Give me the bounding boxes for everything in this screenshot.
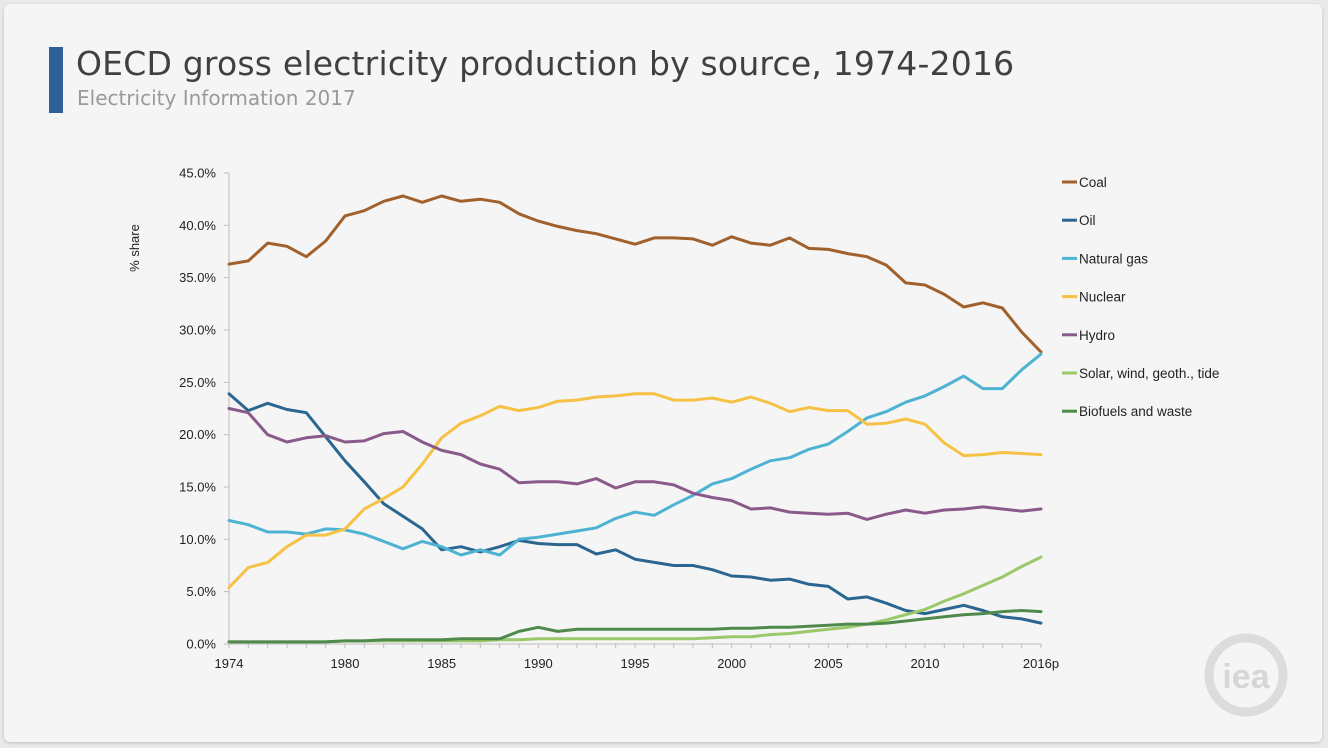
- series-line-nuclear: [227, 392, 1043, 589]
- legend-item: Oil: [1062, 213, 1096, 228]
- y-tick-label: 35.0%: [179, 270, 216, 285]
- legend-label: Hydro: [1079, 328, 1115, 343]
- series-line-coal: [227, 194, 1043, 354]
- legend-label: Solar, wind, geoth., tide: [1079, 366, 1219, 381]
- y-tick-label: 45.0%: [179, 166, 216, 181]
- y-tick-label: 5.0%: [186, 584, 216, 599]
- y-axis-label: % share: [127, 224, 142, 272]
- chart-card: OECD gross electricity production by sou…: [4, 4, 1322, 742]
- x-tick-label: 2016p: [1023, 656, 1059, 671]
- x-tick-label: 2010: [911, 656, 940, 671]
- chart-title: OECD gross electricity production by sou…: [76, 44, 1015, 83]
- series-line-natural-gas: [227, 352, 1043, 557]
- legend-label: Oil: [1079, 213, 1096, 228]
- chart-legend: Coal Oil Natural gas Nuclear Hydro Solar, win…: [1062, 175, 1219, 419]
- y-tick-label: 10.0%: [179, 532, 216, 547]
- x-tick-label: 1995: [621, 656, 650, 671]
- title-accent-bar: [49, 47, 63, 113]
- x-tick-label: 1990: [524, 656, 553, 671]
- legend-item: Natural gas: [1062, 251, 1148, 266]
- x-tick-label: 1980: [331, 656, 360, 671]
- series-line-hydro: [227, 407, 1043, 521]
- y-tick-label: 0.0%: [186, 637, 216, 652]
- legend-item: Hydro: [1062, 328, 1115, 343]
- legend-label: Coal: [1079, 175, 1107, 190]
- x-tick-label: 1985: [427, 656, 456, 671]
- legend-item: Nuclear: [1062, 290, 1126, 305]
- legend-item: Coal: [1062, 175, 1107, 190]
- chart-series-lines: [227, 194, 1043, 644]
- x-tick-label: 2000: [717, 656, 746, 671]
- y-tick-label: 40.0%: [179, 218, 216, 233]
- series-line-biofuels-and-waste: [227, 609, 1043, 644]
- legend-label: Nuclear: [1079, 290, 1126, 305]
- iea-logo: iea: [1204, 633, 1288, 717]
- chart-subtitle: Electricity Information 2017: [77, 86, 356, 110]
- series-line-oil: [227, 392, 1043, 625]
- y-tick-label: 30.0%: [179, 323, 216, 338]
- legend-item: Solar, wind, geoth., tide: [1062, 366, 1219, 381]
- legend-label: Biofuels and waste: [1079, 404, 1192, 419]
- legend-item: Biofuels and waste: [1062, 404, 1192, 419]
- iea-logo-text: iea: [1222, 658, 1270, 696]
- legend-label: Natural gas: [1079, 251, 1148, 266]
- y-tick-label: 20.0%: [179, 427, 216, 442]
- x-tick-label: 2005: [814, 656, 843, 671]
- y-tick-label: 25.0%: [179, 375, 216, 390]
- y-tick-label: 15.0%: [179, 480, 216, 495]
- x-tick-label: 1974: [215, 656, 244, 671]
